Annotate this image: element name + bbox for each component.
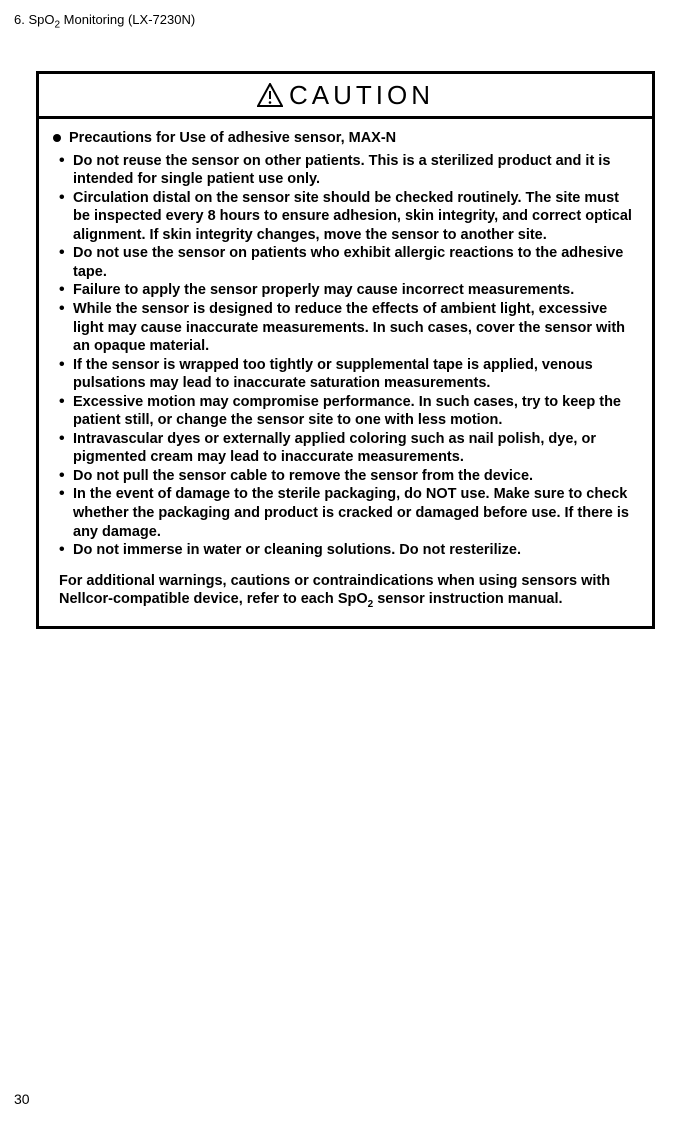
page-header: 6. SpO2 Monitoring (LX-7230N) <box>14 12 655 31</box>
list-item: •Do not immerse in water or cleaning sol… <box>59 541 638 560</box>
bullet-text: Failure to apply the sensor properly may… <box>73 281 638 300</box>
list-item: •Do not pull the sensor cable to remove … <box>59 467 638 486</box>
page-number: 30 <box>14 1091 30 1107</box>
bullet-text: Do not immerse in water or cleaning solu… <box>73 541 638 560</box>
caution-footer: For additional warnings, cautions or con… <box>59 572 634 612</box>
header-title-post: Monitoring (LX-7230N) <box>60 12 195 27</box>
bullet-text: Intravascular dyes or externally applied… <box>73 430 638 467</box>
caution-title: CAUTION <box>257 80 434 111</box>
list-item: •In the event of damage to the sterile p… <box>59 485 638 541</box>
footer-post: sensor instruction manual. <box>373 591 562 607</box>
list-item: •Do not use the sensor on patients who e… <box>59 244 638 281</box>
bullet-text: Circulation distal on the sensor site sh… <box>73 189 638 245</box>
heading-bullet-icon <box>53 134 61 142</box>
bullet-icon: • <box>59 393 73 411</box>
bullet-text: In the event of damage to the sterile pa… <box>73 485 638 541</box>
bullet-text: Do not use the sensor on patients who ex… <box>73 244 638 281</box>
list-item: •Excessive motion may compromise perform… <box>59 393 638 430</box>
list-item: •Circulation distal on the sensor site s… <box>59 189 638 245</box>
bullet-icon: • <box>59 152 73 170</box>
caution-body: Precautions for Use of adhesive sensor, … <box>39 119 652 626</box>
bullet-text: If the sensor is wrapped too tightly or … <box>73 356 638 393</box>
section-number: 6. <box>14 12 25 27</box>
caution-box: CAUTION Precautions for Use of adhesive … <box>36 71 655 629</box>
bullet-text: Do not reuse the sensor on other patient… <box>73 152 638 189</box>
list-item: •Failure to apply the sensor properly ma… <box>59 281 638 300</box>
caution-label: CAUTION <box>289 80 434 111</box>
bullet-icon: • <box>59 541 73 559</box>
warning-icon <box>257 83 283 107</box>
bullet-text: Do not pull the sensor cable to remove t… <box>73 467 638 486</box>
bullet-icon: • <box>59 430 73 448</box>
bullet-icon: • <box>59 244 73 262</box>
header-title-pre: SpO <box>28 12 54 27</box>
list-item: •Intravascular dyes or externally applie… <box>59 430 638 467</box>
list-item: •While the sensor is designed to reduce … <box>59 300 638 356</box>
bullet-text: While the sensor is designed to reduce t… <box>73 300 638 356</box>
bullet-icon: • <box>59 281 73 299</box>
list-item: •Do not reuse the sensor on other patien… <box>59 152 638 189</box>
caution-heading-row: Precautions for Use of adhesive sensor, … <box>53 129 638 148</box>
caution-heading: Precautions for Use of adhesive sensor, … <box>69 129 396 148</box>
caution-title-row: CAUTION <box>39 74 652 120</box>
list-item: •If the sensor is wrapped too tightly or… <box>59 356 638 393</box>
caution-bullet-list: •Do not reuse the sensor on other patien… <box>59 152 638 560</box>
bullet-icon: • <box>59 485 73 503</box>
bullet-icon: • <box>59 356 73 374</box>
page: 6. SpO2 Monitoring (LX-7230N) CAUTION Pr… <box>0 0 691 1139</box>
bullet-icon: • <box>59 467 73 485</box>
bullet-icon: • <box>59 300 73 318</box>
bullet-text: Excessive motion may compromise performa… <box>73 393 638 430</box>
bullet-icon: • <box>59 189 73 207</box>
